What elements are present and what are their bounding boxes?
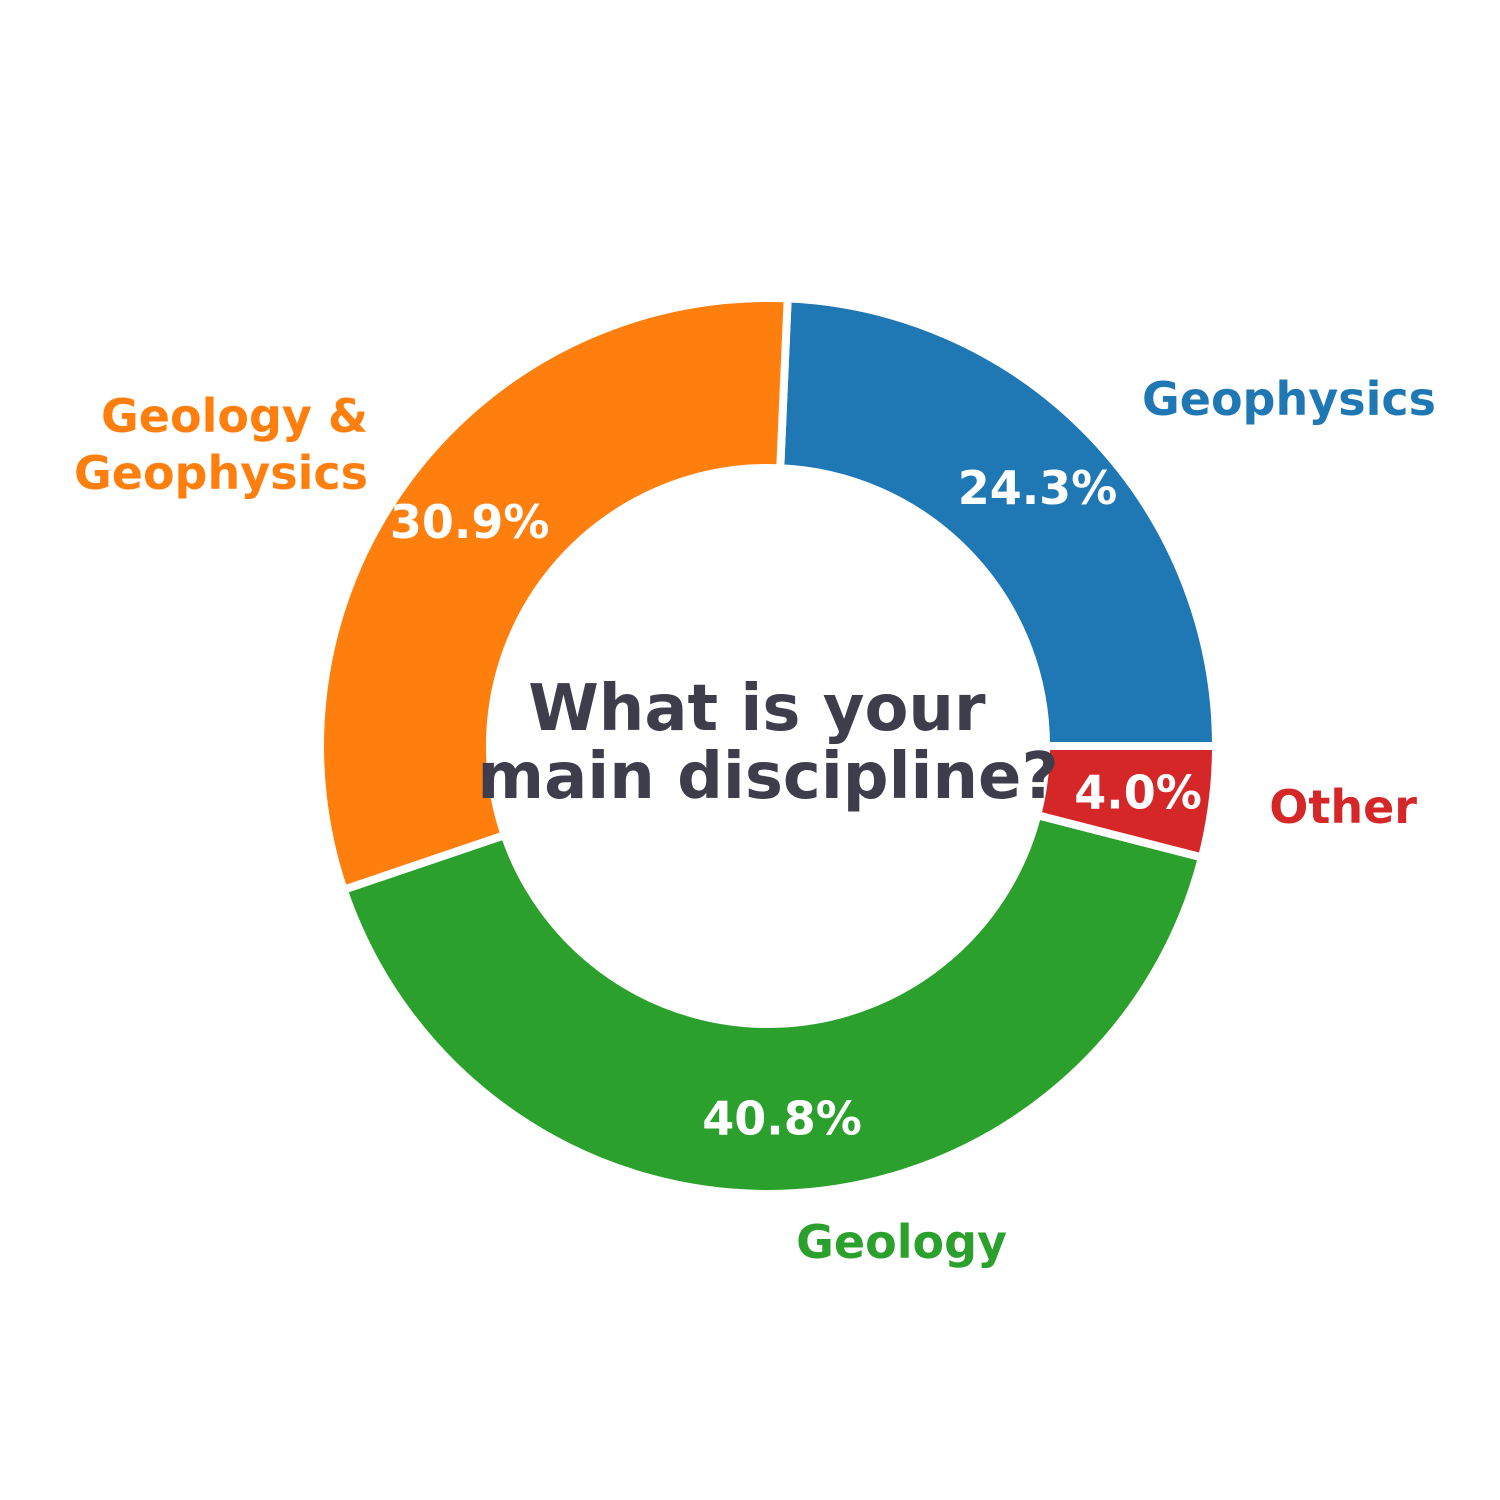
slice-1 bbox=[316, 294, 792, 895]
slices-layer bbox=[316, 294, 1221, 1199]
category-label-1: Geology & Geophysics bbox=[74, 389, 368, 500]
center-title-line-1: What is your bbox=[528, 672, 986, 746]
category-label-2-line-0: Geology bbox=[796, 1215, 1007, 1269]
category-label-1-line-1: Geophysics bbox=[74, 446, 368, 500]
slice-3 bbox=[1032, 742, 1221, 863]
center-title: What is your main discipline? bbox=[477, 672, 1058, 814]
slice-0 bbox=[776, 294, 1221, 750]
percent-label-1: 30.9% bbox=[390, 495, 550, 549]
percent-label-3: 4.0% bbox=[1074, 766, 1202, 820]
category-label-0: Geophysics bbox=[1142, 372, 1436, 426]
center-title-line-2: main discipline? bbox=[477, 740, 1058, 814]
category-label-3: Other bbox=[1269, 780, 1417, 834]
percent-labels: 24.3% 30.9% 40.8% 4.0% bbox=[390, 461, 1202, 1146]
category-label-2: Geology bbox=[796, 1215, 1007, 1269]
slice-2 bbox=[338, 810, 1207, 1199]
percent-label-0: 24.3% bbox=[958, 461, 1118, 515]
category-label-0-line-0: Geophysics bbox=[1142, 372, 1436, 426]
category-label-3-line-0: Other bbox=[1269, 780, 1417, 834]
category-label-1-line-0: Geology & bbox=[101, 389, 368, 443]
percent-label-2: 40.8% bbox=[702, 1092, 862, 1146]
